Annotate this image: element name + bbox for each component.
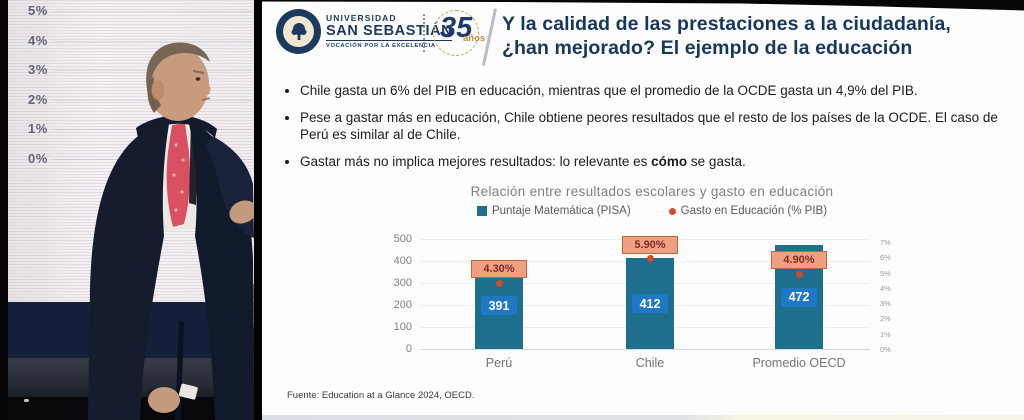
screen-gridline <box>54 40 252 42</box>
legend-label: Gasto en Educación (% PIB) <box>680 205 828 217</box>
bar-value-label: 412 <box>632 294 668 314</box>
right-axis-tick: 5% <box>880 268 891 278</box>
presenter-jacket <box>88 118 170 420</box>
presenter-ear <box>151 80 165 100</box>
presenter-tie <box>166 123 190 227</box>
category-label: Chile <box>635 356 665 370</box>
seal-tree-icon <box>291 22 306 40</box>
presenter-shoulders <box>136 115 217 138</box>
university-seal-icon <box>276 9 321 54</box>
chart-title: Relación entre resultados escolares y ga… <box>470 184 834 199</box>
left-axis-tick: 400 <box>393 255 412 267</box>
bullet-text-bold: cómo <box>651 154 688 169</box>
bullet-text: Chile gasta un 6% del PIB en educación, … <box>300 83 918 98</box>
right-axis-tick: 4% <box>880 283 891 293</box>
bar-value-label: 472 <box>781 287 817 307</box>
legend-square-icon <box>476 206 487 216</box>
floor-light <box>24 399 29 402</box>
category-label: Perú <box>485 356 513 370</box>
presenter-mouth <box>201 97 211 101</box>
speaker-video-feed: 5% 4% 3% 2% 1% 0% <box>0 0 254 420</box>
presenter-right-hand <box>148 387 180 413</box>
left-axis-tick: 300 <box>393 277 412 289</box>
anniversary-label: años <box>463 33 486 44</box>
screen-axis-label: 4% <box>28 32 48 48</box>
right-axis-tick: 3% <box>880 299 891 309</box>
screen-axis-label: 1% <box>28 121 48 136</box>
right-axis-tick: 6% <box>880 253 891 263</box>
bullet-text: Pese a gastar más en educación, Chile ob… <box>300 110 998 142</box>
screen-gridline <box>54 11 252 12</box>
right-axis-tick: 1% <box>880 329 891 339</box>
slide-title-line2: ¿han mejorado? El ejemplo de la educació… <box>502 36 913 59</box>
presenter-nose <box>202 82 211 95</box>
presenter-head <box>147 47 209 121</box>
legend-dot-icon <box>668 207 676 215</box>
left-axis-tick: 500 <box>393 233 412 245</box>
slide-title-line1: Y la calidad de las prestaciones a la ci… <box>502 13 951 35</box>
slide-bottom-strip <box>262 415 1024 420</box>
source-note: Fuente: Education at a Glance 2024, OECD… <box>287 390 475 401</box>
screen-axis-label: 0% <box>28 150 48 166</box>
right-axis-tick: 7% <box>880 238 891 247</box>
legend-item-gasto: Gasto en Educación (% PIB) <box>668 205 828 217</box>
anniversary-number: 35 <box>440 12 473 44</box>
anniversary-logo: 35 años <box>432 7 486 61</box>
bullet-list: Chile gasta un 6% del PIB en educación, … <box>284 82 1006 180</box>
legend-item-pisa: Puntaje Matemática (PISA) <box>476 205 631 217</box>
bullet-text: Gastar más no implica mejores resultados… <box>300 154 652 169</box>
spending-label: 4.90% <box>771 251 827 270</box>
left-axis-tick: 100 <box>393 321 412 333</box>
university-wordmark: UNIVERSIDAD SAN SEBASTIÁN VOCACIÓN POR L… <box>326 13 453 49</box>
laurel-ring-icon <box>433 10 479 56</box>
spending-marker <box>495 279 503 287</box>
shirt-cuff <box>178 383 198 400</box>
spending-label: 5.90% <box>622 235 678 254</box>
category-label: Promedio OECD <box>752 356 846 370</box>
presenter-eye <box>195 77 201 81</box>
presenter-left-hand <box>229 200 254 224</box>
chart-legend: Puntaje Matemática (PISA) Gasto en Educa… <box>412 205 892 217</box>
spending-marker <box>795 270 803 278</box>
presenter-eyebrow <box>192 70 205 74</box>
screen-axis-label: 5% <box>28 3 48 18</box>
bullet-text: se gasta. <box>687 154 746 169</box>
university-line2: SAN SEBASTIÁN <box>326 23 453 41</box>
legend-label: Puntaje Matemática (PISA) <box>491 205 631 217</box>
bullet-item: Pese a gastar más en educación, Chile ob… <box>300 109 1006 143</box>
bullet-item: Gastar más no implica mejores resultados… <box>300 153 1006 170</box>
bullet-item: Chile gasta un 6% del PIB en educación, … <box>300 82 1006 99</box>
presenter-hair <box>146 42 210 95</box>
plot-area: 0 100 200 300 400 500 0% 1% 2% 3% 4% 5% 6% 7% 391 4.30%… <box>394 233 891 370</box>
logo-divider <box>423 14 425 52</box>
slide: UNIVERSIDAD SAN SEBASTIÁN VOCACIÓN POR L… <box>262 0 1024 420</box>
left-axis-tick: 0 <box>405 343 412 355</box>
spending-marker <box>646 255 654 263</box>
spending-label: 4.30% <box>471 260 527 279</box>
video-black-edge <box>0 0 8 420</box>
tie-pattern <box>172 143 185 212</box>
bar-value-label: 391 <box>481 296 517 316</box>
screen-axis-label: 2% <box>28 91 48 107</box>
university-line1: UNIVERSIDAD <box>326 13 397 23</box>
right-axis-tick: 2% <box>880 314 891 324</box>
university-tagline: VOCACIÓN POR LA EXCELENCIA <box>326 43 436 49</box>
presenter-silhouette <box>88 42 254 420</box>
right-axis-tick: 0% <box>880 345 891 354</box>
top-black-wedge <box>262 0 1024 11</box>
screen-axis-label: 3% <box>28 62 48 77</box>
left-axis-tick: 200 <box>393 299 412 311</box>
slide-title: Y la calidad de las prestaciones a la ci… <box>502 13 1018 61</box>
